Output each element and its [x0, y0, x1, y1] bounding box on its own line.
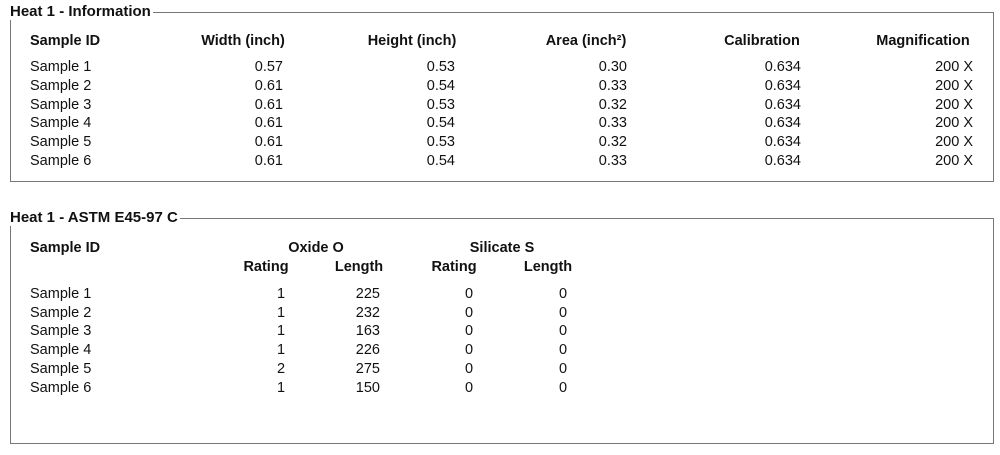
table-cell: 0.30 [598, 59, 627, 75]
table-cell: 1 [276, 323, 286, 340]
table-cell: 1 [276, 286, 286, 302]
row-label: Sample 4 [30, 342, 92, 359]
row-label: Sample 3 [30, 96, 92, 113]
table-cell: 0.53 [426, 96, 455, 113]
table-cell: 0 [558, 286, 568, 302]
table-cell: 0.53 [426, 134, 455, 151]
panel-title: Heat 1 - Information [10, 3, 151, 20]
column-header: Sample ID [30, 240, 101, 256]
table-cell: 200 X [935, 153, 973, 169]
table-cell: 0.53 [426, 59, 455, 75]
table-cell: 0 [464, 286, 474, 302]
column-header: Length [523, 259, 573, 275]
group-header: Oxide O [288, 240, 344, 256]
table-cell: 225 [355, 286, 380, 302]
info-panel: Heat 1 - Information [10, 4, 994, 182]
column-header: Calibration [724, 33, 800, 49]
table-cell: 1 [276, 342, 286, 359]
panel-title: Heat 1 - ASTM E45-97 C [10, 209, 178, 226]
table-cell: 0 [464, 360, 474, 377]
table-cell: 0.32 [598, 96, 627, 113]
table-cell: 200 X [935, 96, 973, 113]
table-cell: 0 [558, 304, 568, 321]
table-cell: 0 [558, 360, 568, 377]
table-cell: 0.61 [254, 96, 283, 113]
table-cell: 0.54 [426, 77, 455, 94]
table-cell: 0.54 [426, 115, 455, 132]
table-cell: 0.54 [426, 153, 455, 169]
column-header: Length [334, 259, 384, 275]
row-label: Sample 1 [30, 286, 92, 302]
table-cell: 0.33 [598, 153, 627, 169]
table-cell: 0.61 [254, 77, 283, 94]
table-cell: 0 [464, 342, 474, 359]
table-cell: 0.634 [764, 115, 801, 132]
row-label: Sample 5 [30, 360, 92, 377]
table-cell: 0 [464, 323, 474, 340]
table-cell: 0.33 [598, 115, 627, 132]
row-label: Sample 6 [30, 379, 92, 396]
table-cell: 226 [355, 342, 380, 359]
column-header: Rating [243, 259, 289, 275]
astm-panel: Heat 1 - ASTM E45-97 C [10, 210, 994, 444]
row-label: Sample 4 [30, 115, 92, 132]
table-cell: 0 [558, 379, 568, 396]
row-label: Sample 3 [30, 323, 92, 340]
table-cell: 0.61 [254, 134, 283, 151]
table-cell: 0.634 [764, 59, 801, 75]
table-cell: 0.634 [764, 96, 801, 113]
table-cell: 0.634 [764, 153, 801, 169]
row-label: Sample 1 [30, 59, 92, 75]
table-cell: 0 [558, 342, 568, 359]
table-cell: 0 [558, 323, 568, 340]
table-cell: 232 [355, 304, 380, 321]
row-label: Sample 5 [30, 134, 92, 151]
table-cell: 0.634 [764, 77, 801, 94]
table-cell: 0.61 [254, 153, 283, 169]
table-cell: 0 [464, 379, 474, 396]
table-cell: 275 [355, 360, 380, 377]
table-cell: 0.634 [764, 134, 801, 151]
table-cell: 0.33 [598, 77, 627, 94]
table-cell: 0.32 [598, 134, 627, 151]
row-label: Sample 2 [30, 77, 92, 94]
table-cell: 0.61 [254, 115, 283, 132]
table-cell: 2 [276, 360, 286, 377]
column-header: Height (inch) [367, 33, 457, 49]
table-cell: 163 [355, 323, 380, 340]
column-header: Sample ID [30, 33, 101, 49]
column-header: Magnification [876, 33, 970, 49]
table-cell: 200 X [935, 77, 973, 94]
column-header: Width (inch) [201, 33, 285, 49]
table-cell: 200 X [935, 59, 973, 75]
row-label: Sample 2 [30, 304, 92, 321]
group-header: Silicate S [469, 240, 535, 256]
table-cell: 0 [464, 304, 474, 321]
table-cell: 0.57 [254, 59, 283, 75]
table-cell: 1 [276, 379, 286, 396]
table-cell: 200 X [935, 115, 973, 132]
table-cell: 1 [276, 304, 286, 321]
column-header: Rating [431, 259, 477, 275]
table-cell: 200 X [935, 134, 973, 151]
table-cell: 150 [355, 379, 380, 396]
column-header: Area (inch²) [545, 33, 627, 49]
row-label: Sample 6 [30, 153, 92, 169]
